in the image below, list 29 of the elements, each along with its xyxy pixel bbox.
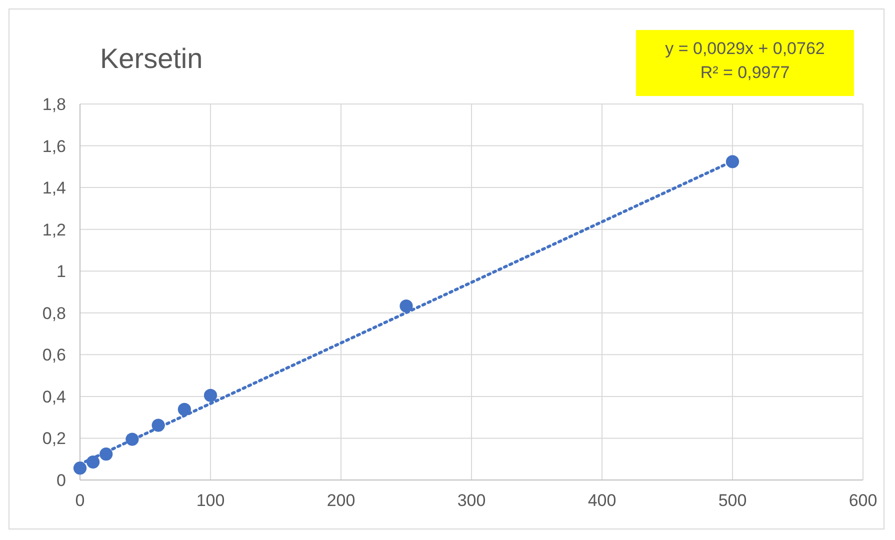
y-tick-label: 0: [56, 471, 66, 490]
x-tick-label: 100: [196, 491, 225, 510]
y-tick-label: 0,6: [42, 346, 66, 365]
point: [178, 402, 191, 416]
x-tick-label: 500: [718, 491, 747, 510]
point: [204, 388, 218, 402]
y-tick-label: 0,2: [42, 429, 66, 448]
y-tick-label: 1,8: [42, 95, 66, 114]
point: [726, 155, 740, 168]
y-tick-label: 0,8: [42, 304, 66, 323]
x-tick-label: 300: [457, 491, 486, 510]
point: [152, 418, 165, 432]
x-tick-label: 200: [326, 491, 356, 510]
point: [86, 455, 100, 469]
text: y = 0,0029x + 0,0762: [665, 39, 825, 58]
point: [126, 432, 139, 446]
chart-title: Kersetin: [100, 43, 203, 74]
y-tick-label: 0,4: [42, 387, 66, 406]
point: [100, 448, 113, 461]
x-tick-label: 0: [75, 491, 85, 510]
point: [400, 299, 413, 313]
x-tick-label: 400: [588, 491, 616, 510]
y-tick-label: 1,6: [42, 136, 66, 156]
y-tick-label: 1: [56, 262, 66, 282]
y-tick-label: 1,4: [42, 178, 66, 198]
point: [73, 462, 87, 475]
y-tick-label: 1,2: [42, 220, 66, 240]
x-tick-label: 600: [848, 491, 878, 510]
text: R² = 0,9977: [700, 63, 790, 82]
